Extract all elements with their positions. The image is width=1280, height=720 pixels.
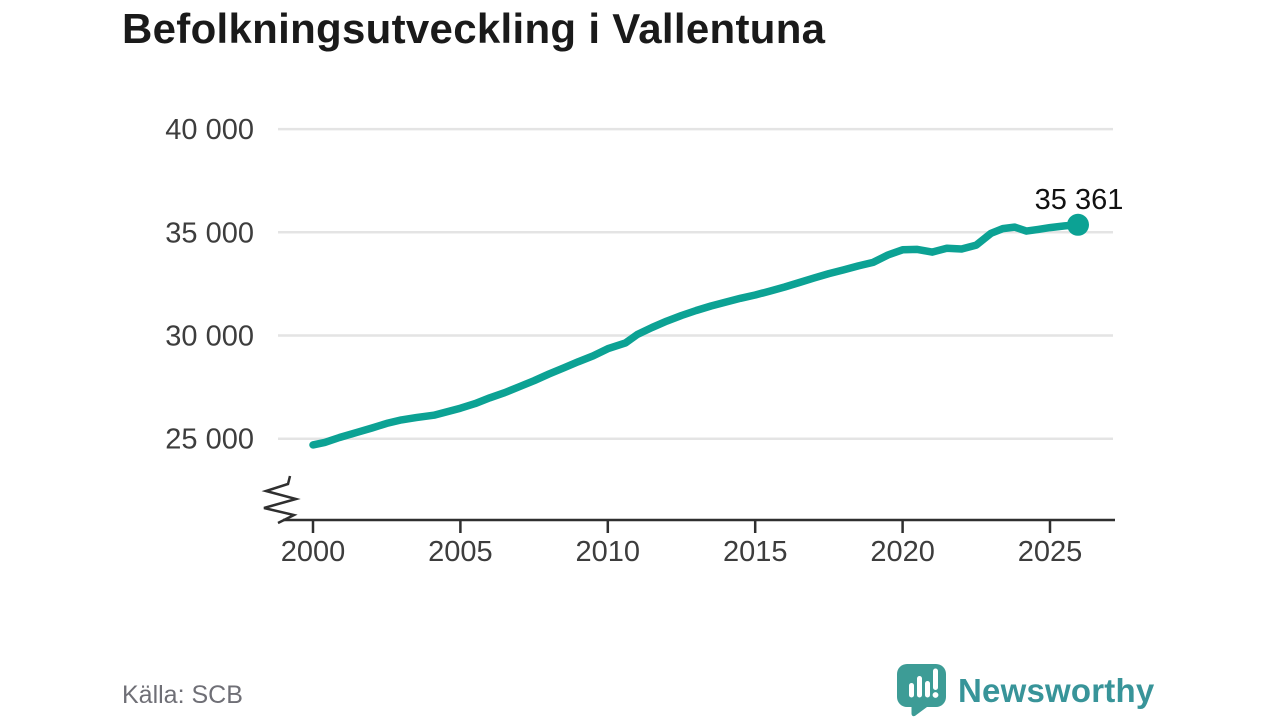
x-tick-label: 2015 <box>723 536 788 568</box>
axis-break-icon <box>261 475 301 525</box>
brand-wordmark: Newsworthy <box>958 672 1155 709</box>
end-point-marker <box>1067 213 1089 236</box>
y-tick-label: 30 000 <box>165 321 254 353</box>
source-label: Källa: SCB <box>122 681 243 709</box>
population-chart: 25 000 30 000 35 000 40 000 2000 2005 2010 2015… <box>165 114 1124 568</box>
y-tick-label: 40 000 <box>165 114 254 146</box>
chart-title: Befolkningsutveckling i Vallentuna <box>122 5 826 52</box>
newsworthy-logo-icon <box>897 664 946 717</box>
x-tick-label: 2025 <box>1018 536 1083 568</box>
x-tick-label: 2000 <box>281 536 346 568</box>
y-tick-label: 35 000 <box>165 217 254 249</box>
end-value-label: 35 361 <box>1035 184 1124 216</box>
logo-bars-icon <box>909 668 939 698</box>
y-tick-label: 25 000 <box>165 424 254 456</box>
x-tick-label: 2010 <box>576 536 641 568</box>
x-tick-label: 2005 <box>428 536 493 568</box>
population-line <box>309 221 1082 449</box>
newsworthy-brand: Newsworthy <box>897 664 1154 717</box>
x-tick-label: 2020 <box>870 536 935 568</box>
